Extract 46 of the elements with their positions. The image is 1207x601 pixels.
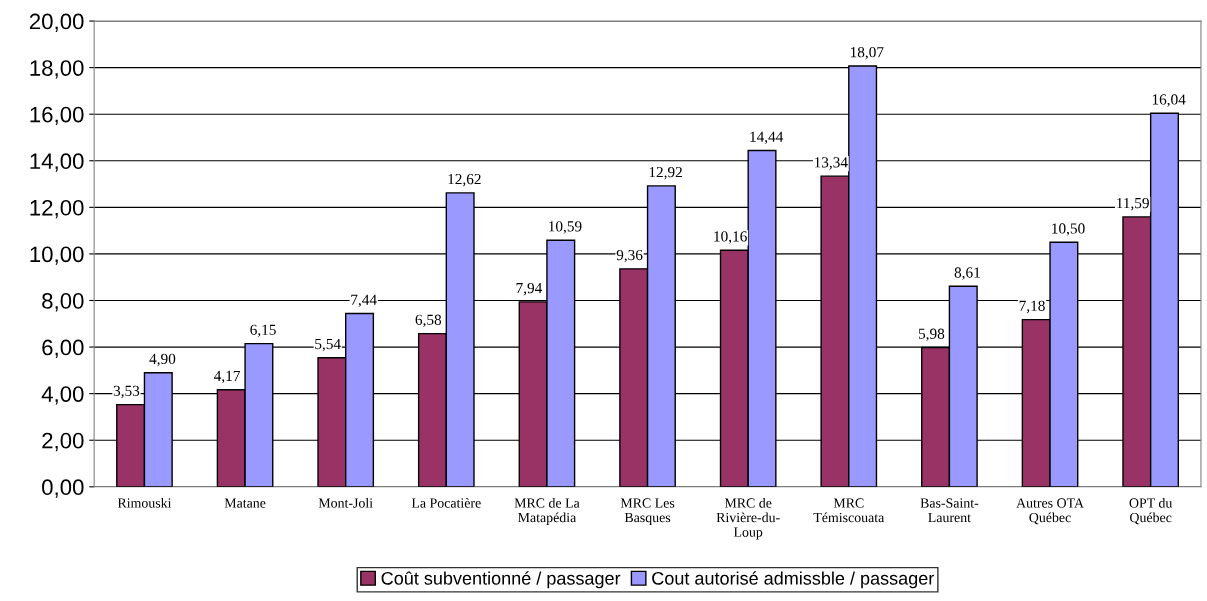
data-label: 10,59	[549, 221, 582, 234]
y-tick-label: 10,00	[30, 246, 84, 265]
y-tick-label: 16,00	[30, 106, 84, 126]
data-label: 5,54	[315, 338, 341, 352]
y-tick-label: 8,00	[42, 293, 84, 312]
x-tick-label: OPT du Québec	[1129, 497, 1173, 525]
data-label: 10,16	[714, 231, 747, 244]
data-label: 18,07	[850, 47, 884, 60]
y-tick-label: 4,00	[41, 386, 84, 405]
data-label: 6,58	[415, 314, 442, 328]
data-label: 12,92	[649, 166, 682, 180]
data-label: 3,53	[113, 385, 140, 399]
y-tick-label: 6,00	[42, 339, 84, 358]
data-label: 16,04	[1152, 94, 1186, 107]
data-label: 6,15	[250, 324, 276, 338]
x-tick-label: Matane	[224, 498, 266, 508]
data-label: 10,50	[1052, 223, 1085, 236]
y-tick-label: 14,00	[30, 153, 84, 172]
data-label: 8,61	[954, 267, 980, 280]
x-tick-label: Rimouski	[117, 497, 172, 508]
data-label: 13,34	[814, 157, 848, 170]
legend-label: Coût subventionné / passager	[381, 571, 621, 589]
y-tick-label: 2,00	[42, 432, 84, 452]
data-label: 4,17	[214, 370, 240, 384]
x-tick-label: Mont-Joli	[318, 497, 373, 508]
data-label: 5,98	[918, 328, 945, 342]
data-label: 4,90	[149, 353, 176, 367]
x-tick-label: La Pocatière	[411, 497, 481, 508]
y-tick-label: 20,00	[29, 13, 84, 32]
y-tick-label: 18,00	[30, 60, 84, 79]
data-label: 14,44	[750, 131, 784, 145]
x-tick-label: MRC Les Basques	[620, 498, 675, 526]
data-label: 9,36	[616, 249, 643, 263]
legend-label: Cout autorisé admissble / passager	[652, 571, 934, 589]
y-tick-label: 0,00	[42, 479, 84, 498]
x-tick-label: MRC de La Matapédia	[514, 497, 580, 526]
x-tick-label: Bas-Saint- Laurent	[920, 498, 979, 523]
data-label: 7,18	[1019, 300, 1045, 314]
x-tick-label: Autres OTA Québec	[1016, 498, 1084, 525]
data-label: 11,59	[1117, 197, 1149, 211]
data-label: 12,62	[448, 173, 481, 187]
x-tick-label: MRC Témiscouata	[813, 498, 885, 523]
y-tick-label: 12,00	[30, 199, 84, 219]
data-label: 7,94	[516, 282, 543, 296]
x-tick-label: MRC de Rivière-du- Loup	[716, 497, 780, 540]
data-label: 7,44	[351, 294, 377, 308]
